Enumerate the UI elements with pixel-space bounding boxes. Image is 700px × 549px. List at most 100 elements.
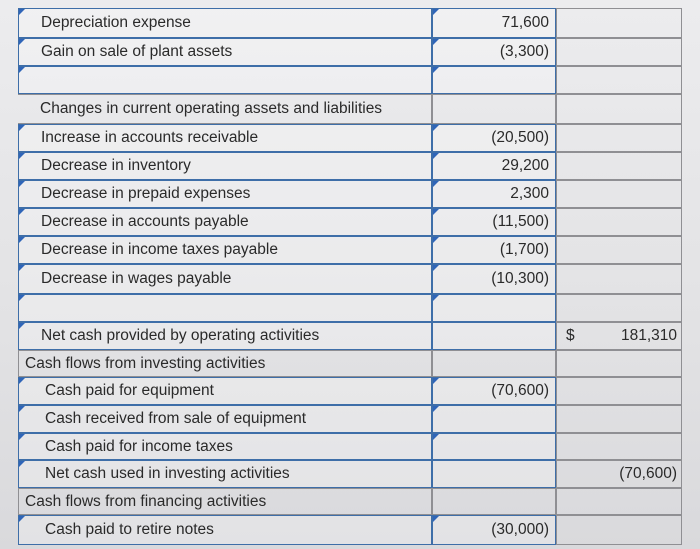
amount-input[interactable]: (10,300) [432,264,556,294]
amount-input[interactable]: 2,300 [432,180,556,208]
table-row: Cash flows from financing activities [0,488,700,515]
amount-input[interactable]: (30,000) [432,515,556,545]
row-label: Decrease in wages payable [41,270,232,287]
dropdown-flag-icon [19,406,25,412]
dropdown-flag-icon [433,153,439,159]
total-cell: (70,600) [556,460,682,488]
row-label: Decrease in prepaid expenses [41,185,251,202]
amount-value: (3,300) [499,43,549,60]
amount-input[interactable] [432,294,556,322]
total-cell [556,350,682,377]
amount-input[interactable]: (1,700) [432,236,556,264]
dropdown-flag-icon [433,125,439,131]
amount-input[interactable] [432,322,556,350]
total-cell [556,236,682,264]
row-label: Cash paid to retire notes [45,521,214,538]
section-heading: Cash flows from financing activities [25,492,267,510]
label-cell[interactable]: Cash received from sale of equipment [18,405,432,433]
amount-value: (20,500) [491,129,549,146]
table-row [0,66,700,94]
amount-value: (11,500) [492,213,549,230]
amount-input[interactable] [432,66,556,94]
table-row: Net cash provided by operating activitie… [0,322,700,350]
row-label: Gain on sale of plant assets [41,43,233,60]
table-row: Decrease in accounts payable (11,500) [0,208,700,236]
label-cell[interactable]: Cash paid to retire notes [18,515,432,545]
total-cell [556,515,682,545]
amount-value: 2,300 [510,185,549,202]
amount-value: 29,200 [501,157,549,174]
amount-input[interactable]: (11,500) [432,208,556,236]
dropdown-flag-icon [433,434,439,440]
dropdown-flag-icon [433,378,439,384]
section-heading: Cash flows from investing activities [25,354,266,372]
table-row: Decrease in wages payable (10,300) [0,264,700,294]
table-row: Cash received from sale of equipment [0,405,700,433]
dropdown-flag-icon [433,516,439,522]
table-row: Decrease in inventory 29,200 [0,152,700,180]
dropdown-flag-icon [19,265,25,271]
amount-input[interactable]: 71,600 [432,8,556,38]
label-cell[interactable]: Decrease in inventory [18,152,432,180]
label-cell[interactable]: Decrease in wages payable [18,264,432,294]
row-label: Cash paid for equipment [45,382,214,399]
total-cell [556,8,682,38]
dropdown-flag-icon [19,516,25,522]
amount-input[interactable]: 29,200 [432,152,556,180]
row-label: Net cash used in investing activities [45,465,290,482]
dropdown-flag-icon [19,209,25,215]
total-cell [556,152,682,180]
dropdown-flag-icon [433,209,439,215]
amount-input[interactable] [432,405,556,433]
label-cell[interactable] [18,66,432,94]
label-cell[interactable]: Decrease in prepaid expenses [18,180,432,208]
row-label: Decrease in income taxes payable [41,241,278,258]
total-cell [556,488,682,515]
label-cell[interactable]: Depreciation expense [18,8,432,38]
amount-input[interactable]: (3,300) [432,38,556,66]
amount-input[interactable] [432,433,556,460]
amount-input[interactable] [432,460,556,488]
table-row: Cash paid to retire notes (30,000) [0,515,700,545]
row-label: Cash received from sale of equipment [45,410,307,427]
total-cell [556,264,682,294]
amount-input[interactable]: (20,500) [432,124,556,152]
row-label: Increase in accounts receivable [41,129,259,146]
total-cell [556,94,682,124]
amount-cell [432,488,556,515]
total-cell [556,180,682,208]
total-cell [556,294,682,322]
dropdown-flag-icon [19,237,25,243]
total-cell [556,66,682,94]
dropdown-flag-icon [19,153,25,159]
dropdown-flag-icon [433,39,439,45]
amount-cell [432,94,556,124]
amount-cell [432,350,556,377]
dropdown-flag-icon [19,378,25,384]
table-row: Decrease in income taxes payable (1,700) [0,236,700,264]
amount-input[interactable]: (70,600) [432,377,556,405]
label-cell[interactable]: Decrease in accounts payable [18,208,432,236]
row-label: Decrease in inventory [41,157,191,174]
dropdown-flag-icon [19,67,25,73]
dropdown-flag-icon [433,237,439,243]
section-heading-cell: Cash flows from financing activities [18,488,432,515]
label-cell[interactable]: Decrease in income taxes payable [18,236,432,264]
total-cell [556,208,682,236]
total-cell [556,433,682,460]
label-cell[interactable]: Cash paid for equipment [18,377,432,405]
table-row: Net cash used in investing activities (7… [0,460,700,488]
total-cell [556,405,682,433]
label-cell[interactable]: Net cash used in investing activities [18,460,432,488]
label-cell[interactable] [18,294,432,322]
label-cell[interactable]: Cash paid for income taxes [18,433,432,460]
dropdown-flag-icon [433,67,439,73]
label-cell[interactable]: Gain on sale of plant assets [18,38,432,66]
label-cell[interactable]: Increase in accounts receivable [18,124,432,152]
total-value: 181,310 [620,327,677,344]
total-cell [556,38,682,66]
row-label: Net cash provided by operating activitie… [41,327,320,344]
label-cell[interactable]: Net cash provided by operating activitie… [18,322,432,350]
amount-value: (1,700) [499,241,549,258]
row-label: Decrease in accounts payable [41,213,249,230]
